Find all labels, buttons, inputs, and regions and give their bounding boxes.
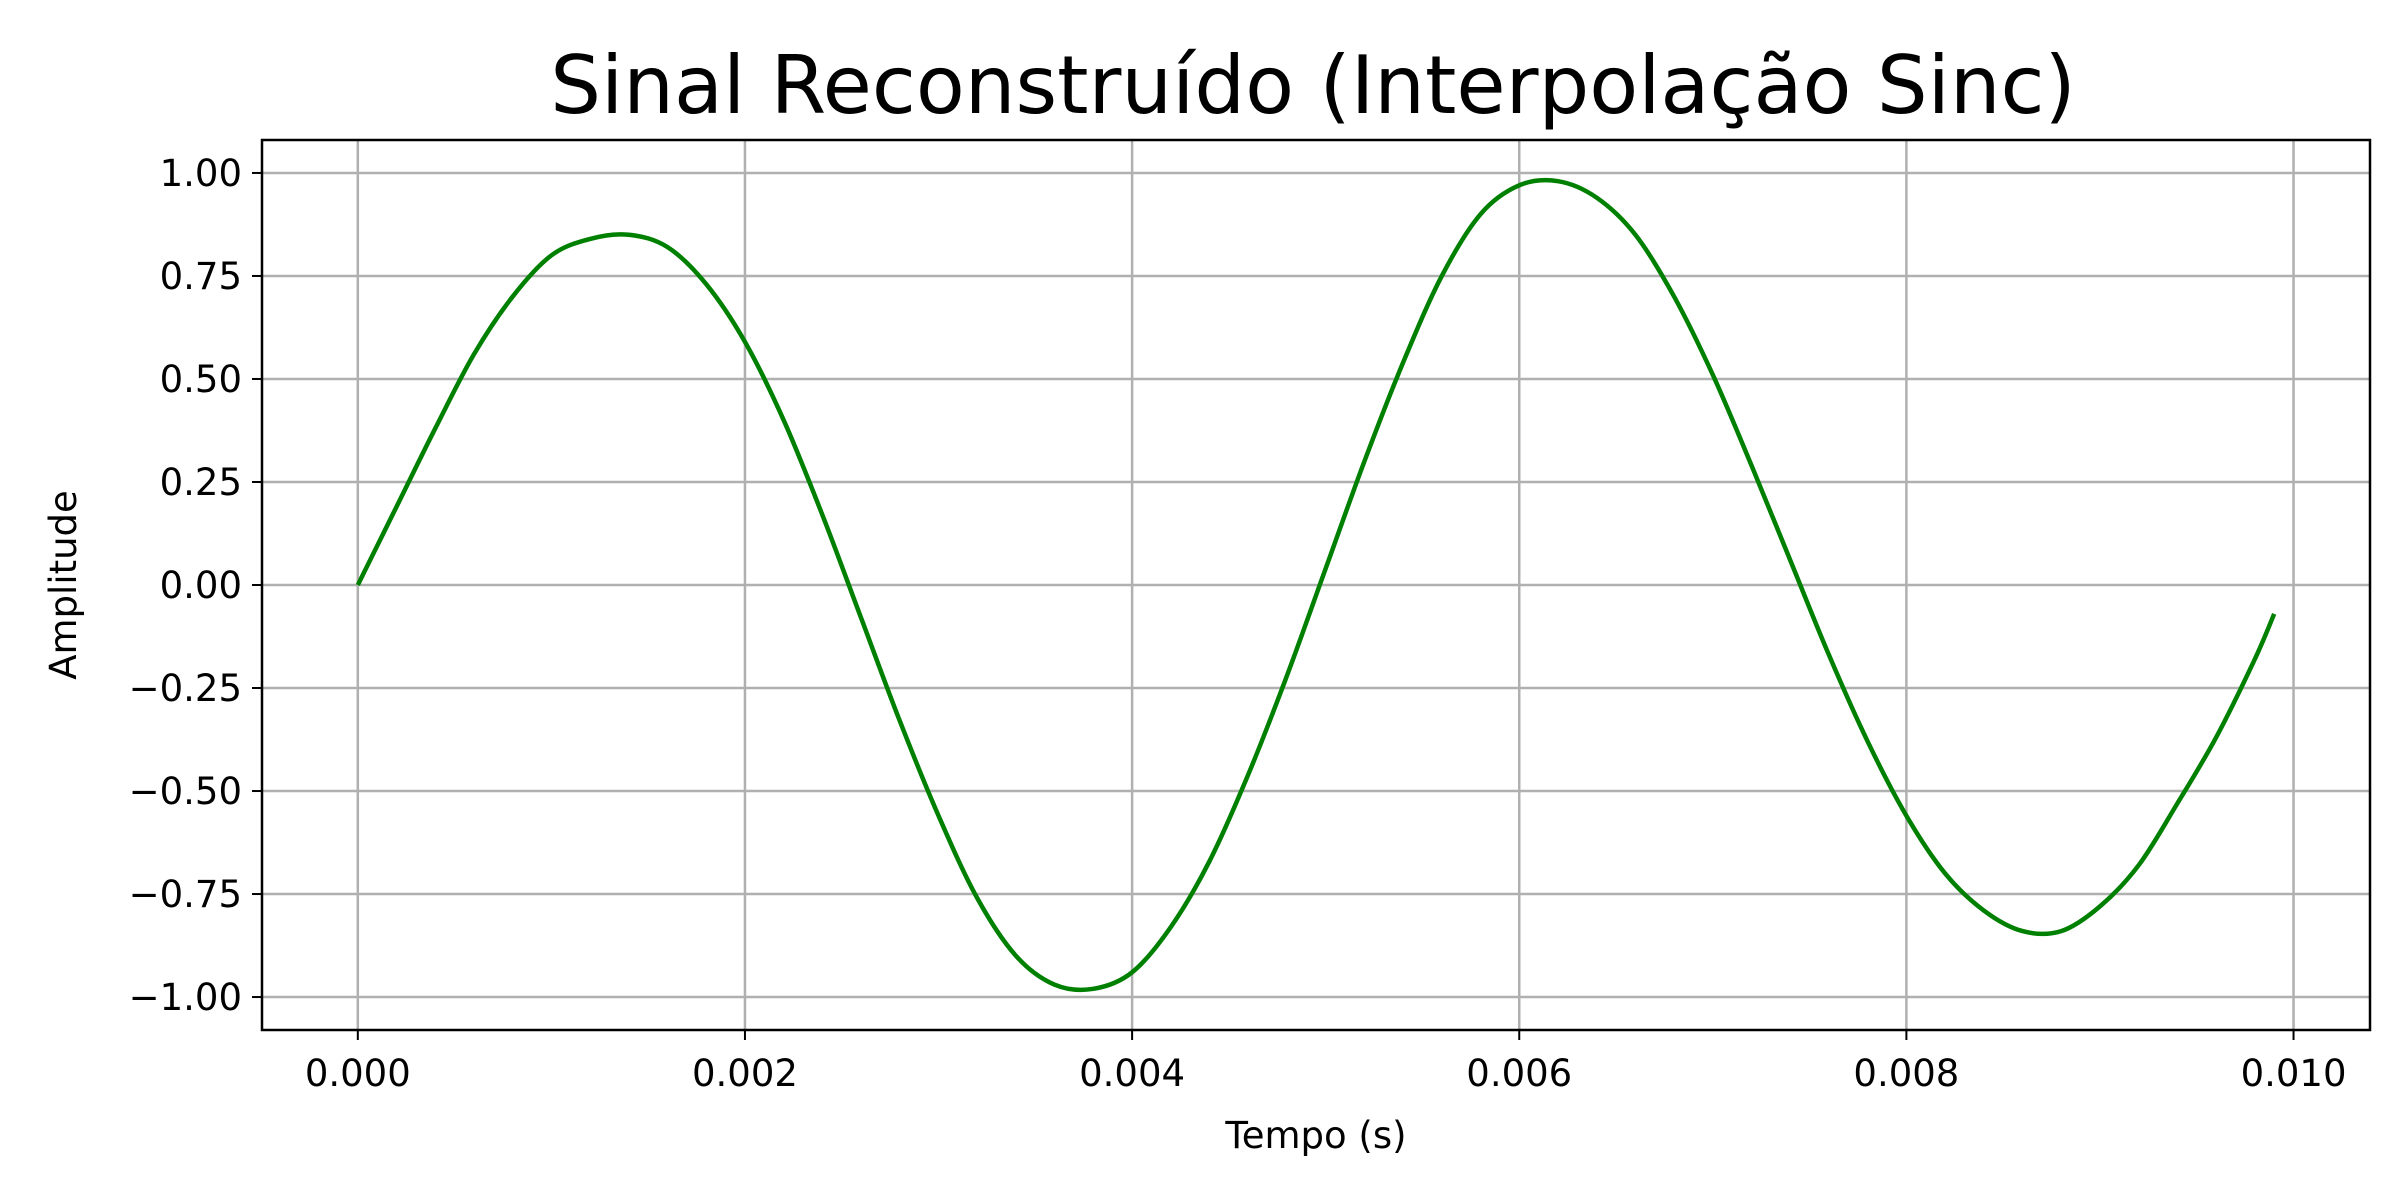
x-tick-label: 0.004 xyxy=(1079,1052,1185,1095)
x-axis-ticks: 0.000 0.002 0.004 0.006 0.008 0.010 xyxy=(305,1030,2347,1095)
x-tick-label: 0.006 xyxy=(1466,1052,1572,1095)
x-tick-label: 0.008 xyxy=(1853,1052,1959,1095)
x-tick-label: 0.000 xyxy=(305,1052,411,1095)
y-tick-label: 0.00 xyxy=(160,564,242,607)
y-axis-ticks: 1.00 0.75 0.50 0.25 0.00 −0.25 −0.50 −0.75 −1.00 xyxy=(129,152,262,1019)
chart-title: Sinal Reconstruído (Interpolação Sinc) xyxy=(550,39,2076,132)
x-axis-label: Tempo (s) xyxy=(1224,1114,1406,1157)
y-tick-label: −0.75 xyxy=(129,873,242,916)
y-tick-label: 0.50 xyxy=(160,358,242,401)
y-tick-label: −0.50 xyxy=(129,770,242,813)
x-tick-label: 0.002 xyxy=(692,1052,798,1095)
x-tick-label: 0.010 xyxy=(2241,1052,2347,1095)
y-tick-label: 1.00 xyxy=(160,152,242,195)
y-tick-label: 0.25 xyxy=(160,461,242,504)
y-tick-label: −0.25 xyxy=(129,667,242,710)
series-layer xyxy=(355,177,2277,993)
grid-lines xyxy=(262,140,2370,1030)
y-tick-label: −1.00 xyxy=(129,976,242,1019)
y-axis-label: Amplitude xyxy=(42,490,85,680)
y-tick-label: 0.75 xyxy=(160,255,242,298)
series-line xyxy=(355,177,2277,993)
